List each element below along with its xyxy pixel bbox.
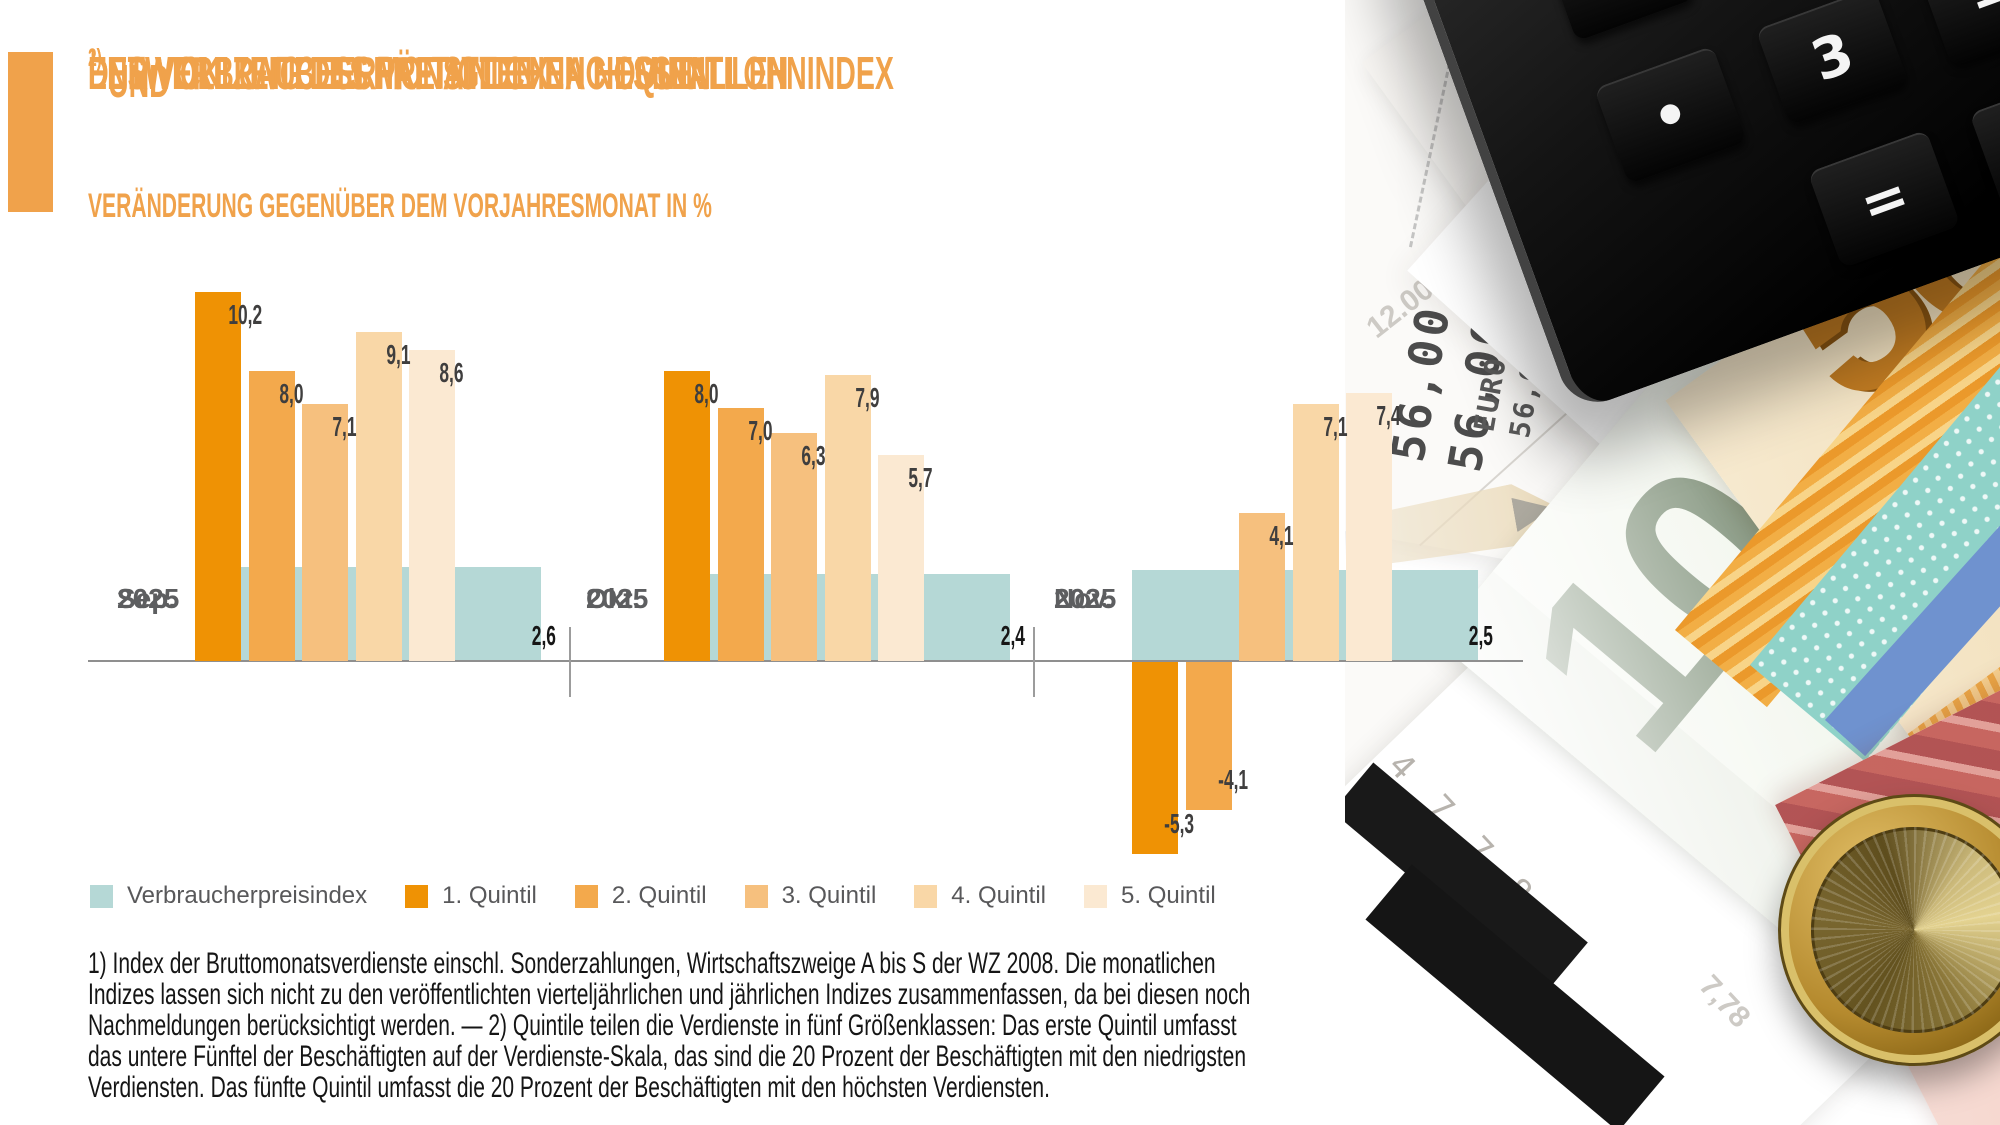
bar-2-quintil-group-1 <box>249 371 295 661</box>
bar-value-label: 7,4 <box>1376 400 1401 431</box>
legend-label: Verbraucherpreisindex <box>127 882 368 909</box>
bar-value-label: 8,0 <box>694 378 719 409</box>
bar-value-label: 6,3 <box>801 440 826 471</box>
footnote-text: 1) Index der Bruttomonatsverdienste eins… <box>88 947 1251 1104</box>
bar-4-quintil-group-1 <box>356 332 402 661</box>
bar-2-quintil-group-2 <box>718 408 764 661</box>
legend-swatch <box>744 884 768 908</box>
legend-item: 1. Quintil <box>405 882 537 910</box>
title-accent-bar <box>8 52 53 212</box>
bar-5-quintil-group-1 <box>409 350 455 661</box>
legend-item: 4. Quintil <box>914 882 1046 910</box>
group-divider <box>1033 627 1035 697</box>
legend-item: 3. Quintil <box>744 882 877 910</box>
legend-label: 3. Quintil <box>781 882 877 909</box>
bar-value-label: 4,1 <box>1269 520 1294 551</box>
bar-3-quintil-group-1 <box>302 404 348 661</box>
title-line-2: DER VOLLZEITBESCHÄFTIGTEN NACH QUINTILEN <box>88 47 789 99</box>
bar-3-quintil-group-3 <box>1239 513 1285 661</box>
title-line-3: DES VERBRAUCHERPREISINDEX IN HESSEN <box>88 47 711 99</box>
title-footnote-marker-1: 1) <box>88 44 102 72</box>
chart-legend: Verbraucherpreisindex 1. Quintil 2. Quinti… <box>90 882 1254 910</box>
bar-3-quintil-group-2 <box>771 433 817 661</box>
bar-2-quintil-group-3 <box>1186 662 1232 810</box>
bar-1-quintil-group-1 <box>195 292 241 661</box>
legend-item: 2. Quintil <box>574 882 707 910</box>
title-line-2-tail: UND <box>107 55 170 108</box>
legend-swatch <box>914 884 938 908</box>
x-axis-line <box>88 660 1523 662</box>
bar-value-label: 5,7 <box>908 462 933 493</box>
cpi-value-label-3: 2,5 <box>1468 620 1493 651</box>
legend-item: 5. Quintil <box>1084 882 1216 910</box>
legend-swatch <box>90 884 113 908</box>
euro-coin-engraving <box>1811 827 2000 1033</box>
title-line-1: ENTWICKLUNG DES MONATLICHEN NOMINALLOHNI… <box>88 47 894 99</box>
bar-4-quintil-group-2 <box>825 375 871 661</box>
cpi-value-label-1: 2,6 <box>531 620 556 651</box>
bar-value-label: 7,1 <box>332 411 357 442</box>
legend-swatch <box>574 884 598 908</box>
legend-swatch <box>405 884 429 908</box>
bar-value-label: 7,9 <box>855 382 880 413</box>
legend-label: 2. Quintil <box>611 882 707 909</box>
bar-5-quintil-group-3 <box>1346 393 1392 661</box>
legend-label: 5. Quintil <box>1121 882 1216 909</box>
bar-1-quintil-group-3 <box>1132 662 1178 854</box>
bar-value-label: 9,1 <box>386 339 411 370</box>
legend-label: 1. Quintil <box>442 882 537 909</box>
bar-5-quintil-group-2 <box>878 455 924 661</box>
euro-coin-face <box>1811 827 2000 1033</box>
bar-4-quintil-group-3 <box>1293 404 1339 661</box>
photo-money-collage: 56,00 56,00 EURO 56,00 € 10.332,10 € 2.1… <box>1345 0 2000 1125</box>
bar-value-label: -4,1 <box>1218 764 1249 795</box>
bar-value-label: 8,0 <box>279 378 304 409</box>
legend-item: Verbraucherpreisindex <box>90 882 367 910</box>
bar-value-label: 7,0 <box>748 415 773 446</box>
bar-value-label: 10,2 <box>228 299 263 330</box>
title-footnote-marker-2: 2) <box>88 44 102 72</box>
group-divider <box>569 627 571 697</box>
legend-swatch <box>1084 884 1108 908</box>
cpi-value-label-2: 2,4 <box>1000 620 1025 651</box>
bar-value-label: -5,3 <box>1164 808 1195 839</box>
bar-1-quintil-group-2 <box>664 371 710 661</box>
bar-value-label: 8,6 <box>439 357 464 388</box>
legend-label: 4. Quintil <box>951 882 1047 909</box>
euro-coin <box>1778 794 2000 1066</box>
bar-value-label: 7,1 <box>1323 411 1348 442</box>
